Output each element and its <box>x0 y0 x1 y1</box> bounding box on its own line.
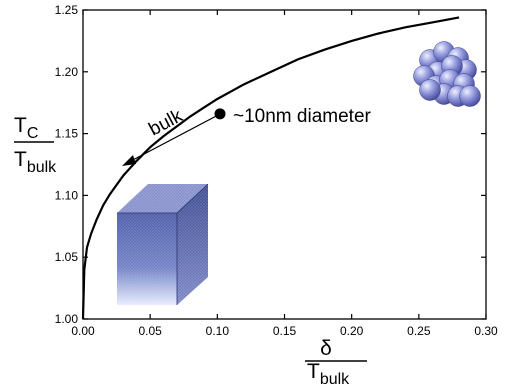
x-tick-label: 0.30 <box>474 324 498 338</box>
y-axis-label: TC Tbulk <box>14 114 57 176</box>
y-label-numerator: T <box>14 114 27 137</box>
y-tick-label: 1.10 <box>55 188 79 202</box>
y-tick-label: 1.25 <box>55 3 79 17</box>
svg-text:TC: TC <box>14 114 38 142</box>
nanoparticle-sphere <box>459 85 481 107</box>
svg-text:Tbulk: Tbulk <box>14 148 57 176</box>
y-tick-label: 1.20 <box>55 65 79 79</box>
x-tick-label: 0.00 <box>71 324 95 338</box>
nanoparticle-cluster-image <box>413 41 481 107</box>
bulk-arrow <box>122 112 223 166</box>
x-axis-ticks: 0.00 0.05 0.10 0.15 0.20 0.25 0.30 <box>71 10 498 338</box>
x-label-denominator: T <box>307 360 320 383</box>
svg-text:Tbulk: Tbulk <box>307 360 350 387</box>
x-label-numerator: δ <box>320 337 332 360</box>
y-tick-label: 1.05 <box>55 250 79 264</box>
x-label-denominator-sub: bulk <box>320 371 350 387</box>
x-tick-label: 0.10 <box>206 324 230 338</box>
y-label-denominator: T <box>14 148 27 171</box>
y-label-denominator-sub: bulk <box>27 159 57 176</box>
nanoparticle-sphere <box>419 79 441 101</box>
x-tick-label: 0.05 <box>138 324 162 338</box>
x-tick-label: 0.25 <box>407 324 431 338</box>
y-tick-label: 1.00 <box>55 312 79 326</box>
y-axis-ticks: 1.00 1.05 1.10 1.15 1.20 1.25 <box>55 3 486 326</box>
marked-point-label: ~10nm diameter <box>233 106 371 127</box>
x-axis-label: δ Tbulk <box>305 337 367 387</box>
y-label-numerator-sub: C <box>27 125 39 142</box>
bulk-cube-image <box>117 183 209 305</box>
x-tick-label: 0.15 <box>273 324 297 338</box>
x-tick-label: 0.20 <box>340 324 364 338</box>
series-line <box>81 16 460 320</box>
y-tick-label: 1.15 <box>55 127 79 141</box>
